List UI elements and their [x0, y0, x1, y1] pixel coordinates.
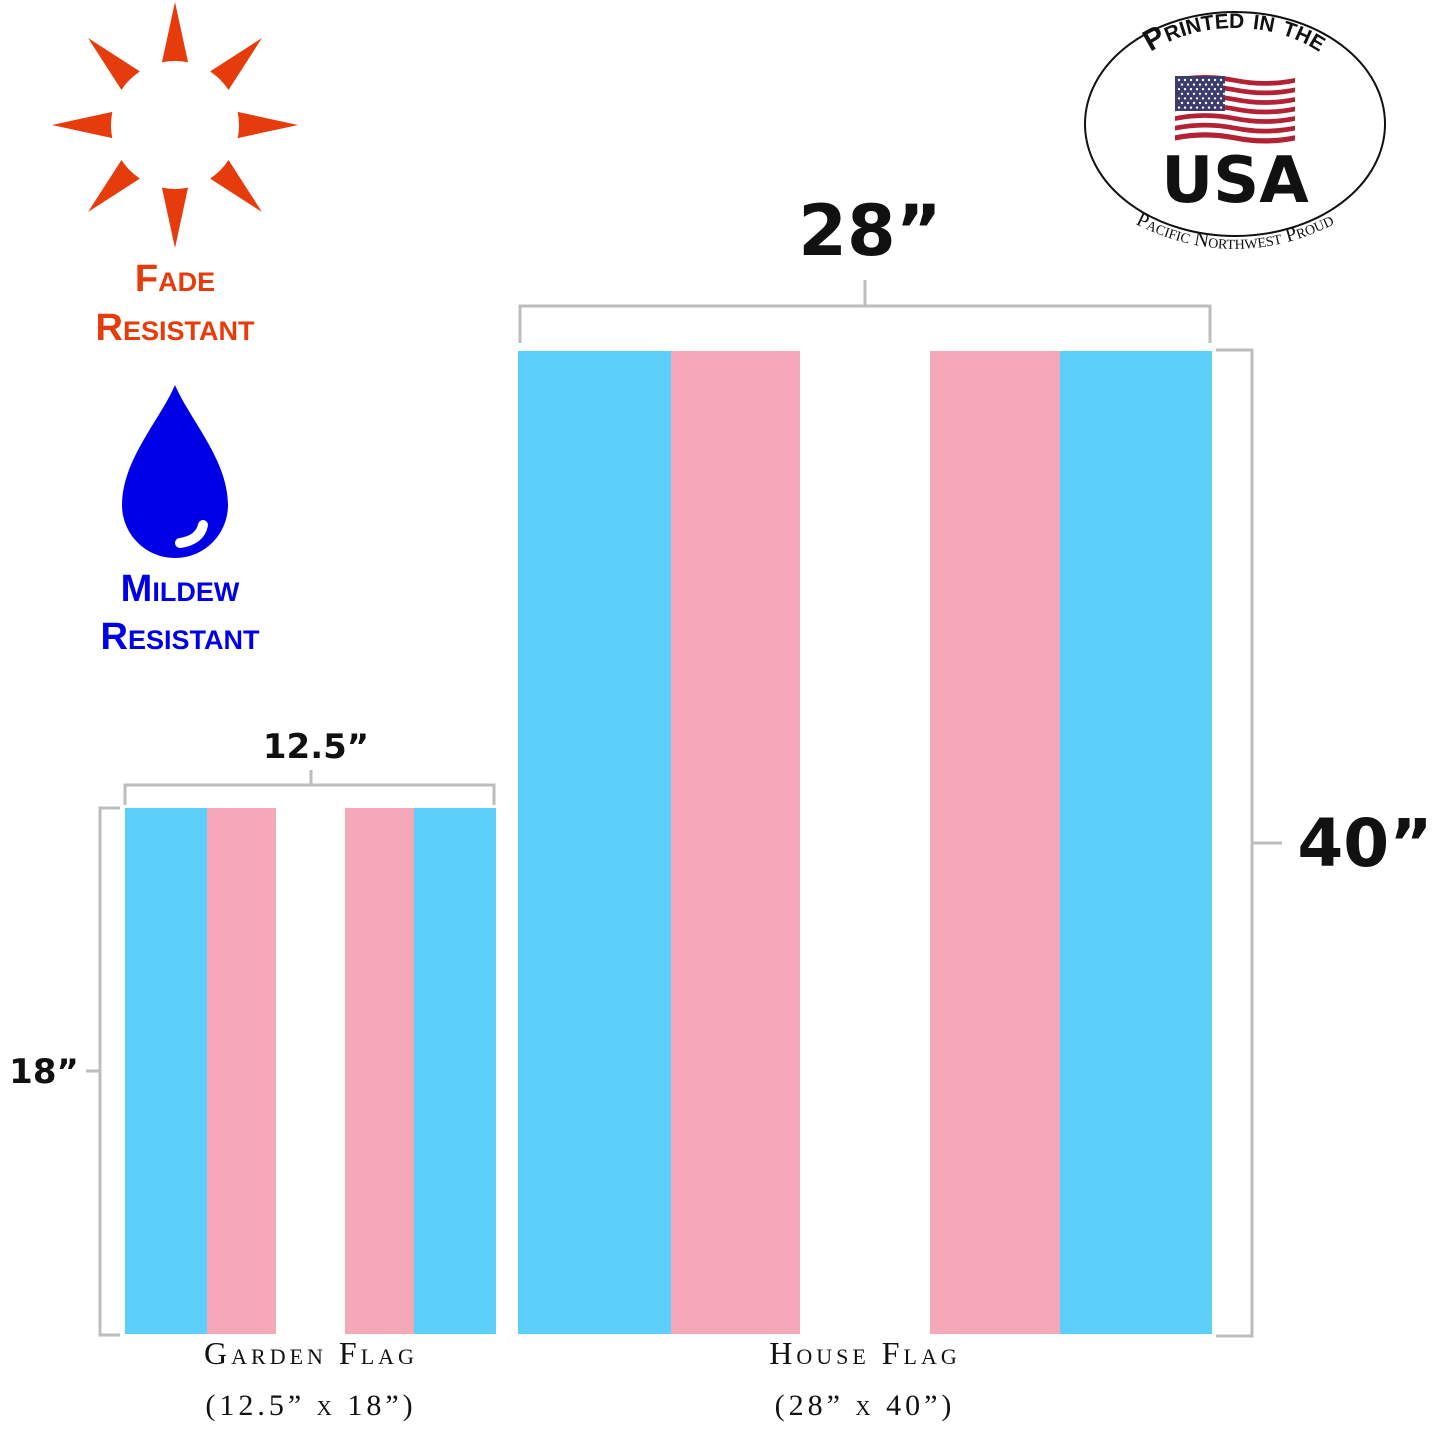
flag-star [1213, 106, 1217, 109]
flag-star [1207, 106, 1211, 109]
flag-star [1201, 106, 1205, 109]
flag-star [1195, 78, 1199, 82]
fade-label-line1: Fade [135, 258, 215, 300]
mildew-label-line1: Mildew [121, 568, 240, 610]
flag-star [1222, 83, 1226, 86]
us-flag-icon [1175, 75, 1295, 144]
flag-star [1192, 83, 1196, 86]
flag-star [1177, 88, 1181, 91]
sun-ray [227, 109, 298, 141]
garden-flag [125, 808, 496, 1334]
flag-star [1177, 97, 1181, 100]
flag-star [1207, 97, 1211, 100]
house-dimension-brackets [518, 280, 1282, 1338]
flag-star [1186, 101, 1190, 105]
flag-star [1198, 101, 1202, 105]
stripe-blue [518, 351, 671, 1334]
flag-star [1213, 97, 1217, 100]
house-height-label: 40” [1297, 805, 1432, 882]
garden-flag-name: Garden Flag [204, 1335, 418, 1371]
flag-stripe [1175, 132, 1295, 144]
flag-star [1183, 106, 1187, 109]
stripe-white [800, 351, 930, 1334]
flag-star [1180, 101, 1184, 105]
house-width-label: 28” [798, 190, 941, 272]
flag-star [1180, 92, 1184, 96]
flag-stripe [1175, 108, 1295, 120]
flag-star [1219, 97, 1223, 100]
flag-star [1216, 101, 1220, 105]
flag-star [1195, 97, 1199, 100]
flag-star [1210, 101, 1214, 105]
flag-star [1201, 78, 1205, 82]
flag-star [1222, 101, 1226, 105]
flag-star [1210, 92, 1214, 96]
sun-ray [159, 177, 191, 248]
flag-star [1177, 78, 1181, 82]
stripe-pink [207, 808, 276, 1334]
flag-star [1198, 83, 1202, 86]
flag-star [1189, 106, 1193, 109]
flag-stripe [1175, 122, 1295, 134]
flag-star [1189, 97, 1193, 100]
flag-star [1198, 92, 1202, 96]
flag-star [1219, 106, 1223, 109]
flag-star [1222, 92, 1226, 96]
mildew-label-line2: Resistant [101, 616, 260, 658]
flag-star [1195, 88, 1199, 91]
garden-height-label: 18” [9, 1052, 79, 1092]
house-flag [518, 351, 1212, 1334]
stripe-pink [671, 351, 800, 1334]
flag-star [1186, 92, 1190, 96]
stripe-blue [414, 808, 496, 1334]
fade-label-line2: Resistant [96, 307, 255, 349]
flag-star [1189, 88, 1193, 91]
water-drop-icon [122, 385, 228, 558]
flag-star [1192, 101, 1196, 105]
garden-dimension-brackets [86, 770, 496, 1337]
badge-main-text: USA [1161, 144, 1309, 218]
flag-star [1207, 88, 1211, 91]
flag-star [1189, 78, 1193, 82]
flag-star [1192, 92, 1196, 96]
flag-star [1183, 78, 1187, 82]
flag-star [1201, 88, 1205, 91]
flag-star [1186, 83, 1190, 86]
flag-stripe [1175, 127, 1295, 139]
house-flag-size: (28” x 40”) [775, 1389, 956, 1422]
stripe-blue [125, 808, 207, 1334]
flag-star [1219, 78, 1223, 82]
stripe-blue [1060, 351, 1212, 1334]
house-flag-name: House Flag [769, 1335, 961, 1371]
stripe-white [276, 808, 345, 1334]
flag-star [1204, 92, 1208, 96]
flag-star [1216, 83, 1220, 86]
flag-star [1204, 83, 1208, 86]
garden-flag-size: (12.5” x 18”) [205, 1389, 416, 1422]
sun-ray [52, 109, 123, 141]
flag-star [1180, 83, 1184, 86]
printed-in-usa-badge: Printed in the Pacific Northwest Proud U… [1084, 2, 1386, 254]
flag-star [1210, 83, 1214, 86]
flag-star [1183, 88, 1187, 91]
stripe-pink [345, 808, 414, 1334]
flag-star [1207, 78, 1211, 82]
garden-width-label: 12.5” [263, 727, 369, 767]
flag-star [1195, 106, 1199, 109]
stripe-pink [930, 351, 1060, 1334]
sun-icon [52, 2, 298, 248]
flag-star [1213, 88, 1217, 91]
flag-star [1201, 97, 1205, 100]
flag-star [1213, 78, 1217, 82]
flag-star [1177, 106, 1181, 109]
flag-stripe [1175, 113, 1295, 125]
flag-star [1183, 97, 1187, 100]
flag-star [1216, 92, 1220, 96]
flag-stripe [1175, 117, 1295, 130]
flag-star [1204, 101, 1208, 105]
sun-ray [159, 2, 191, 73]
flag-star [1219, 88, 1223, 91]
